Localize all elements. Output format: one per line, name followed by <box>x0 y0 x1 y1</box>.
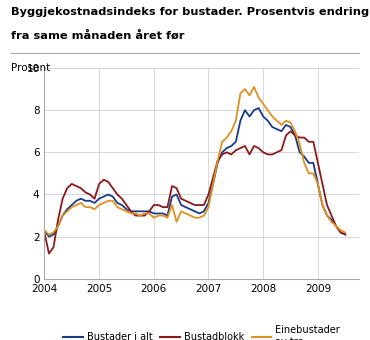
Legend: Bustader i alt, Bustadblokk, Einebustader
av tre: Bustader i alt, Bustadblokk, Einebustade… <box>60 322 344 340</box>
Text: fra same månaden året før: fra same månaden året før <box>11 31 185 41</box>
Text: Byggjekostnadsindeks for bustader. Prosentvis endring: Byggjekostnadsindeks for bustader. Prose… <box>11 7 369 17</box>
Text: Prosent: Prosent <box>11 63 50 73</box>
